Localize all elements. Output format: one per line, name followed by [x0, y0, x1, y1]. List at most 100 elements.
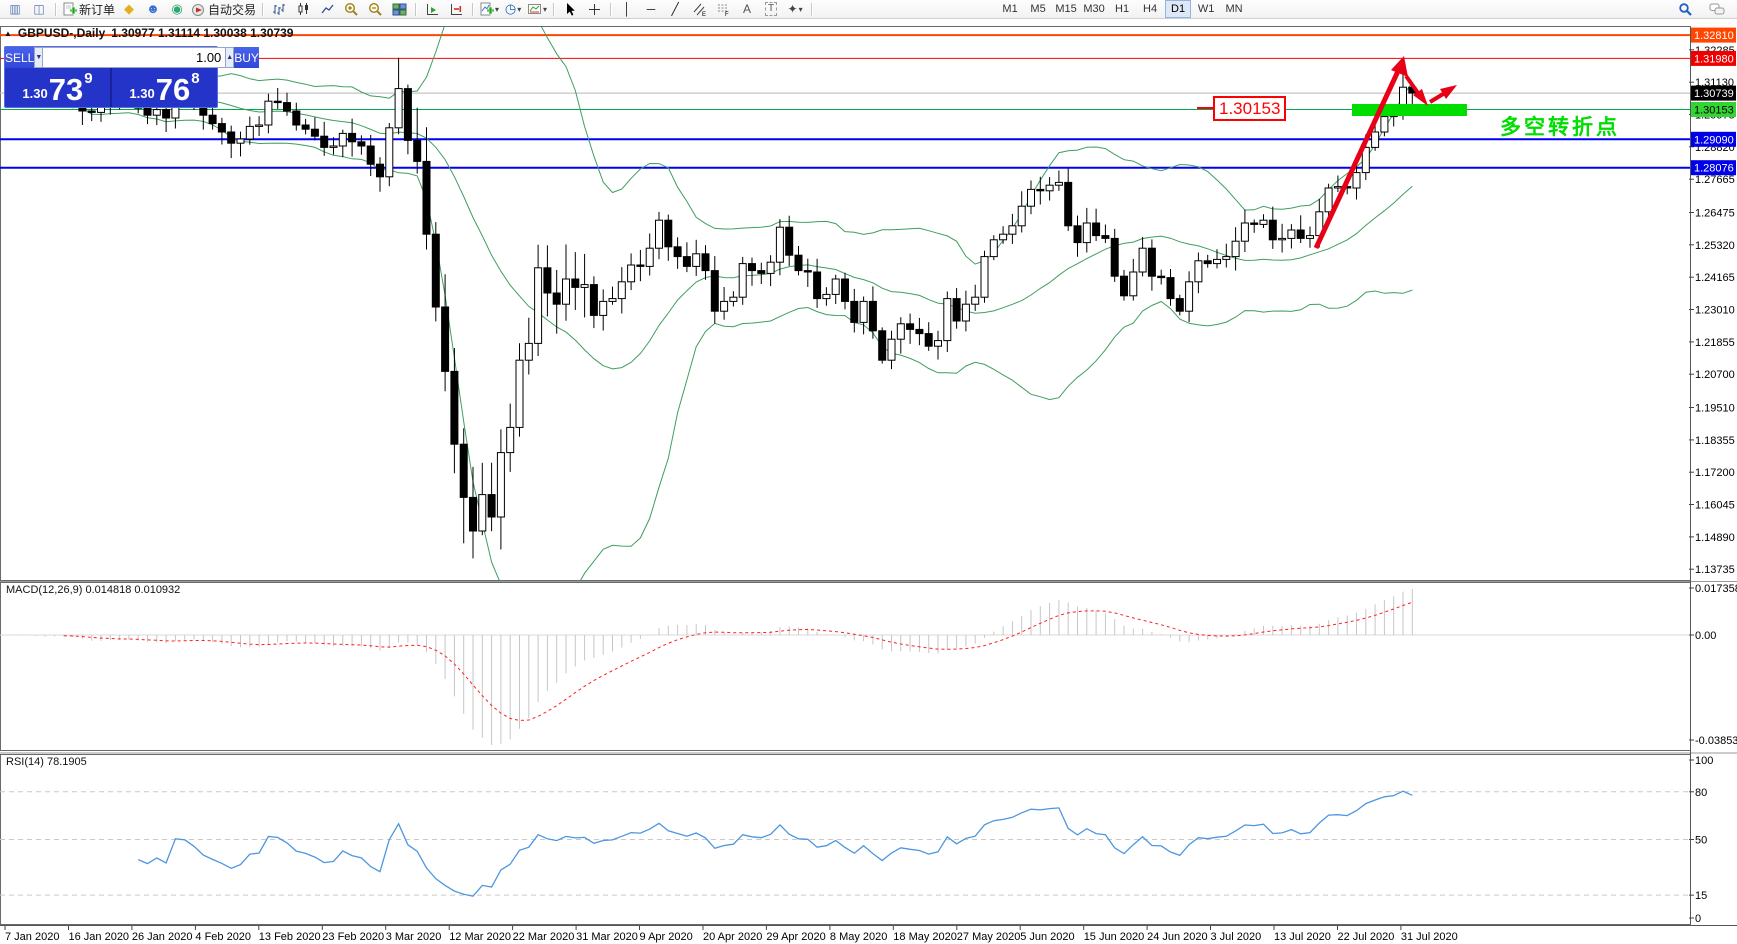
new-order-button[interactable]: 新订单 — [60, 1, 117, 18]
trend-arrow — [1313, 67, 1402, 250]
chart-shift-button[interactable] — [444, 1, 468, 18]
bar-chart-button[interactable] — [267, 1, 291, 18]
date-label: 3 Jul 2020 — [1211, 931, 1262, 943]
buy-button[interactable]: BUY — [234, 47, 259, 68]
volume-decrease-button[interactable]: ▼ — [34, 47, 44, 68]
chart-title-symbol: GBPUSD-,Daily — [17, 26, 106, 40]
vertical-line-tool[interactable]: │ — [615, 1, 639, 18]
date-label: 24 Jun 2020 — [1147, 931, 1208, 943]
price-badge — [1691, 27, 1736, 43]
timeframe-button-H4[interactable]: H4 — [1143, 3, 1158, 15]
price-tick: 1.20700 — [1695, 369, 1735, 381]
volume-increase-button[interactable]: ▲ — [225, 47, 235, 68]
rsi-plot — [0, 790, 1690, 897]
time-axis[interactable]: 7 Jan 2020 16 Jan 2020 26 Jan 2020 4 Feb 20… — [4, 926, 1458, 943]
sell-price-big: 73 — [48, 72, 84, 107]
date-label: 5 Jun 2020 — [1020, 931, 1074, 943]
chat-button[interactable] — [1705, 1, 1729, 18]
timeframe-button-M30[interactable]: M30 — [1083, 3, 1105, 15]
sell-button[interactable]: SELL — [5, 47, 35, 68]
cursor-button[interactable] — [558, 1, 582, 18]
price-badge — [1691, 85, 1736, 101]
separator — [610, 2, 612, 16]
price-tick: 1.27665 — [1695, 174, 1735, 186]
line-chart-icon — [321, 4, 334, 13]
chevron-down-icon: ▾ — [517, 4, 522, 14]
arrows-tool[interactable]: ✦ ▾ — [783, 1, 807, 18]
price-badge — [1691, 50, 1736, 66]
timeframe-button-M5[interactable]: M5 — [1030, 3, 1046, 15]
date-label: 18 May 2020 — [893, 931, 957, 943]
rsi-tick: 15 — [1695, 890, 1707, 902]
signals-button[interactable]: ◉ — [165, 1, 189, 18]
chart-annotations — [1197, 56, 1467, 250]
channel-tool[interactable]: E — [687, 1, 711, 18]
buy-price-prefix: 1.30 — [129, 86, 155, 101]
separator — [262, 2, 264, 16]
chart-title-ohlc: 1.30977 1.31114 1.30038 1.30739 — [111, 26, 294, 40]
macd-tick: -0.038537 — [1695, 735, 1737, 747]
text-label-tool[interactable]: T — [759, 1, 783, 18]
volume-input[interactable] — [43, 47, 226, 68]
date-label: 8 May 2020 — [830, 931, 887, 943]
crosshair-button[interactable] — [582, 1, 606, 18]
chart-title: ▲ GBPUSD-,Daily 1.30977 1.31114 1.30038 … — [4, 26, 293, 40]
text-tool[interactable]: A — [735, 1, 759, 18]
fibonacci-tool[interactable]: F — [711, 1, 735, 18]
timeframe-button-D1[interactable]: D1 — [1165, 0, 1192, 18]
horizontal-line-tool[interactable]: ─ — [639, 1, 663, 18]
sell-price[interactable]: 1.30 73 9 — [5, 68, 112, 107]
timeframe-group: M1 M5 M15 M30 H1 H4 D1 W1 MN — [996, 0, 1248, 18]
line-chart-button[interactable] — [315, 1, 339, 18]
metaeditor-button[interactable]: ◆ — [117, 1, 141, 18]
new-chart-button[interactable]: ▥ — [3, 1, 27, 18]
date-label: 12 Mar 2020 — [449, 931, 511, 943]
timeframe-button-M15[interactable]: M15 — [1055, 3, 1077, 15]
zoom-in-button[interactable] — [339, 1, 363, 18]
separator — [553, 2, 555, 16]
candlestick-chart-icon — [298, 2, 308, 15]
timeframe-button-MN[interactable]: MN — [1225, 3, 1243, 15]
timeframe-button-M1[interactable]: M1 — [1002, 3, 1018, 15]
auto-trading-button[interactable]: 自动交易 — [189, 1, 258, 18]
one-click-collapse-icon[interactable]: ▲ — [4, 28, 12, 38]
tile-windows-button[interactable] — [387, 1, 411, 18]
buy-price[interactable]: 1.30 76 8 — [112, 68, 217, 107]
templates-button[interactable]: ▾ — [525, 1, 549, 18]
chart-shift-icon — [450, 3, 462, 15]
trendline-tool[interactable]: ╱ — [663, 1, 687, 18]
date-label: 7 Jan 2020 — [5, 931, 59, 943]
date-label: 13 Feb 2020 — [259, 931, 321, 943]
auto-trading-label: 自动交易 — [208, 2, 257, 17]
profiles-button[interactable]: ◫ — [27, 1, 51, 18]
price-badge — [1691, 131, 1736, 147]
rsi-tick: 100 — [1695, 755, 1713, 767]
candlestick-chart-button[interactable] — [291, 1, 315, 18]
price-axis[interactable]: 1.322851.311301.299751.288201.276651.264… — [1689, 27, 1737, 925]
rsi-tick: 50 — [1695, 835, 1707, 847]
svg-text:F: F — [725, 12, 729, 17]
community-button[interactable]: ☻ — [141, 1, 165, 18]
date-label: 26 Jan 2020 — [132, 931, 193, 943]
timeframe-button-W1[interactable]: W1 — [1197, 3, 1215, 15]
signal-icon: ◉ — [171, 1, 183, 16]
macd-indicator-label: MACD(12,26,9) 0.014818 0.010932 — [6, 584, 181, 596]
auto-scroll-button[interactable] — [420, 1, 444, 18]
date-label: 31 Mar 2020 — [576, 931, 638, 943]
templates-icon — [528, 3, 542, 14]
indicators-button[interactable]: ▾ — [477, 1, 501, 18]
price-badge-label: 1.30153 — [1694, 105, 1734, 117]
price-tick: 1.25320 — [1695, 240, 1735, 252]
price-annotation-box[interactable]: 1.30153 — [1213, 96, 1287, 121]
crosshair-icon — [588, 3, 600, 15]
timeframe-button-H1[interactable]: H1 — [1115, 3, 1130, 15]
search-button[interactable] — [1673, 1, 1697, 18]
chinese-note-text[interactable]: 多空转折点 — [1500, 116, 1620, 139]
bollinger-bands — [26, 27, 1413, 580]
zoom-out-button[interactable] — [363, 1, 387, 18]
periods-button[interactable]: ◷ ▾ — [501, 1, 525, 18]
buy-price-sup: 8 — [191, 70, 200, 87]
price-tick: 1.19510 — [1695, 403, 1735, 415]
